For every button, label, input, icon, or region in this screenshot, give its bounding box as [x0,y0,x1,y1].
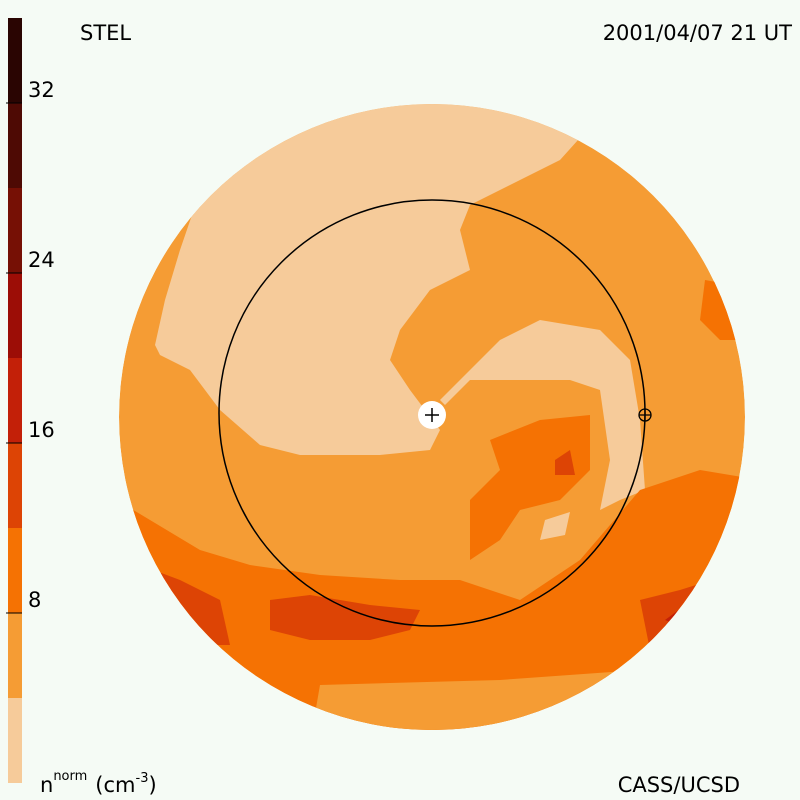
date: 2001/04/07 21 UT [603,21,792,45]
credit: CASS/UCSD [618,773,740,797]
label-unit-sup: -3 [136,771,149,786]
region-low [150,104,600,455]
sun-cross [425,408,439,422]
region-mid [470,415,590,560]
colorbar-segment [8,613,22,698]
colorbar-segment [8,443,22,528]
colorbar-segment [8,273,22,358]
region-low [440,320,645,510]
colorbar-segment [8,18,22,103]
colorbar-segment [8,188,22,273]
region-low [540,512,570,540]
label-unit: (cm [95,773,135,797]
label-close: ) [148,773,156,797]
colorbar-segment [8,358,22,443]
earth-cross [639,409,651,421]
colorbar-tick-label: 8 [28,588,41,612]
label-base: n [40,773,53,797]
colorbar-label: nnorm (cm-3) [40,769,157,797]
region-high [555,450,575,475]
colorbar-tick-label: 16 [28,418,55,442]
colorbar: 8 16 24 32 [6,18,55,783]
colorbar-segment [8,103,22,188]
label-sup: norm [53,769,87,784]
colorbar-tick-label: 24 [28,248,55,272]
title: STEL [80,21,131,45]
colorbar-segment [8,528,22,613]
colorbar-tick-label: 32 [28,78,55,102]
region-high [270,595,420,640]
colorbar-segment [8,698,22,783]
